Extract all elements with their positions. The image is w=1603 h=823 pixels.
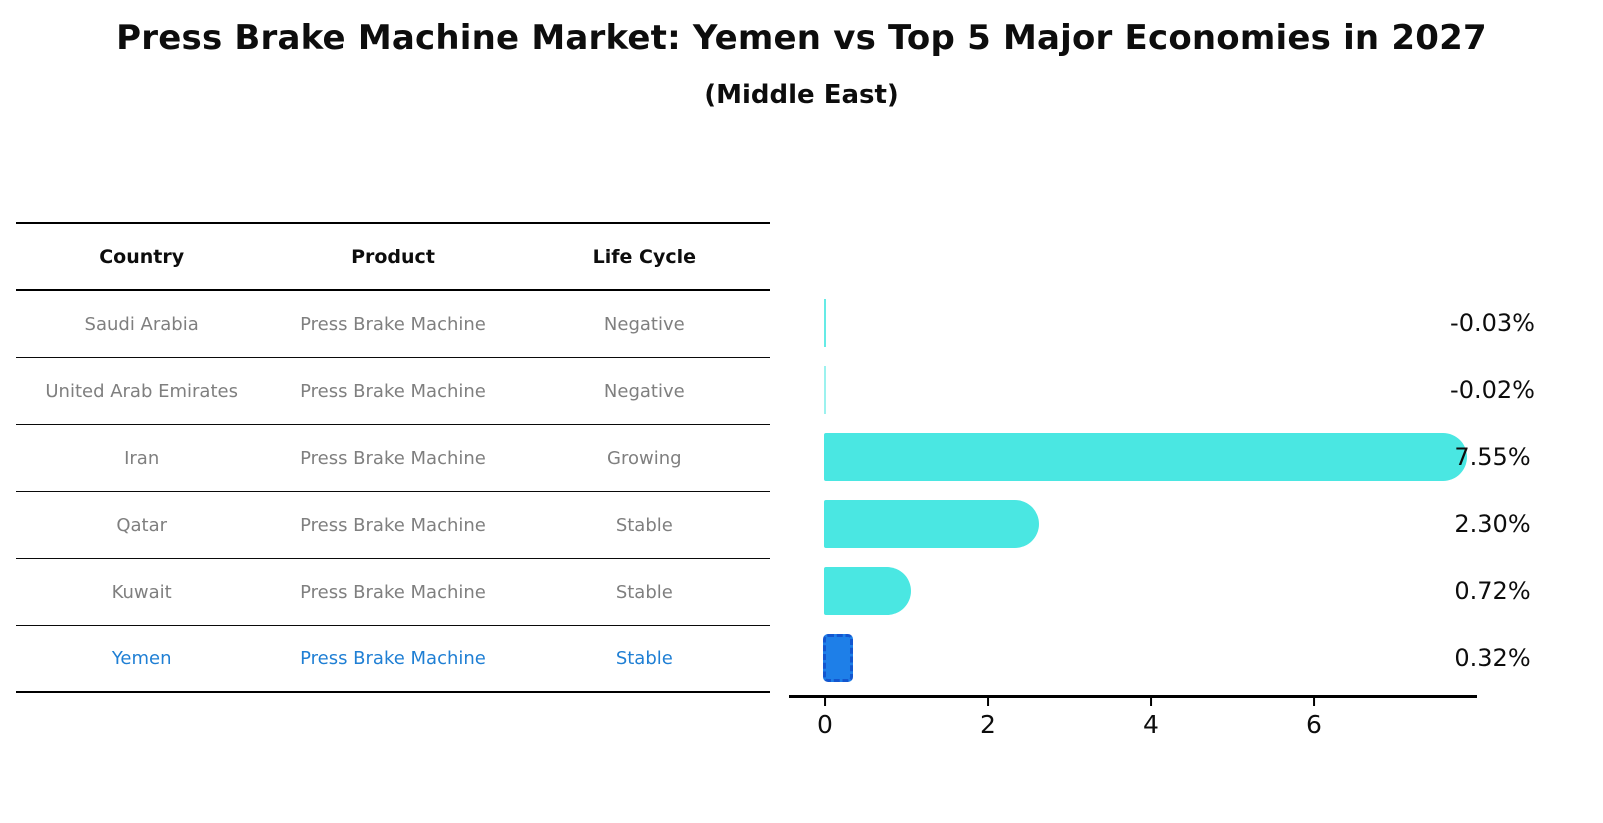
chart-title: Press Brake Machine Market: Yemen vs Top… [116, 18, 1487, 58]
cell-product: Press Brake Machine [300, 581, 486, 603]
value-label-yemen: 0.32% [1454, 643, 1531, 672]
cell-life-cycle: Negative [603, 313, 685, 335]
table-row-qatar: Qatar Press Brake Machine Stable [16, 492, 770, 559]
bar-row [824, 557, 1504, 624]
cell-country: Saudi Arabia [84, 313, 199, 335]
cell-life-cycle: Negative [603, 380, 685, 402]
x-tick-4: 4 [1143, 698, 1159, 739]
bar-yemen [823, 633, 854, 682]
value-label-kuwait: 0.72% [1454, 576, 1531, 605]
table-row-iran: Iran Press Brake Machine Growing [16, 425, 770, 492]
cell-life-cycle: Stable [615, 648, 673, 669]
tick-mark [986, 698, 990, 706]
bar-row [824, 289, 1504, 356]
bar-chart-plot [823, 289, 1504, 691]
x-tick-6: 6 [1306, 698, 1322, 739]
value-labels: -0.03% -0.02% 7.55% 2.30% 0.72% 0.32% [1440, 289, 1545, 691]
value-label-iran: 7.55% [1454, 442, 1531, 471]
bar-saudi-arabia [824, 298, 827, 347]
cell-country: United Arab Emirates [45, 380, 238, 402]
bar-kuwait [824, 566, 911, 615]
cell-life-cycle: Stable [615, 581, 673, 603]
bar-row [824, 356, 1504, 423]
column-header-country: Country [99, 245, 185, 268]
tick-label: 2 [980, 710, 996, 739]
bar-qatar [824, 499, 1040, 548]
cell-product: Press Brake Machine [300, 514, 486, 536]
country-table: Country Product Life Cycle Saudi Arabia … [16, 222, 770, 693]
chart-subtitle: (Middle East) [704, 80, 899, 110]
cell-country: Yemen [111, 648, 172, 669]
tick-label: 6 [1306, 710, 1322, 739]
cell-product: Press Brake Machine [300, 447, 486, 469]
tick-mark [823, 698, 827, 706]
cell-life-cycle: Growing [607, 447, 682, 469]
table-header-row: Country Product Life Cycle [16, 224, 770, 291]
table-row-united-arab-emirates: United Arab Emirates Press Brake Machine… [16, 358, 770, 425]
table-row-saudi-arabia: Saudi Arabia Press Brake Machine Negativ… [16, 291, 770, 358]
tick-mark [1312, 698, 1316, 706]
cell-country: Kuwait [111, 581, 172, 603]
tick-label: 0 [817, 710, 833, 739]
bar-row [824, 490, 1504, 557]
bar-united-arab-emirates [824, 365, 826, 414]
table-row-kuwait: Kuwait Press Brake Machine Stable [16, 559, 770, 626]
cell-product: Press Brake Machine [300, 313, 486, 335]
bar-row [824, 423, 1504, 490]
table-row-yemen: Yemen Press Brake Machine Stable [16, 626, 770, 693]
x-axis: 0 2 4 6 [789, 695, 1477, 739]
x-tick-2: 2 [980, 698, 996, 739]
value-label-united-arab-emirates: -0.02% [1450, 375, 1535, 404]
cell-product: Press Brake Machine [300, 380, 486, 402]
x-tick-0: 0 [817, 698, 833, 739]
tick-label: 4 [1143, 710, 1159, 739]
value-label-saudi-arabia: -0.03% [1450, 308, 1535, 337]
cell-life-cycle: Stable [615, 514, 673, 536]
cell-product: Press Brake Machine [300, 648, 486, 669]
x-axis-line [789, 695, 1477, 698]
column-header-product: Product [351, 245, 435, 268]
bar-row [823, 624, 1504, 691]
bar-iran [824, 432, 1468, 481]
cell-country: Iran [124, 447, 160, 469]
column-header-life-cycle: Life Cycle [592, 245, 697, 268]
value-label-qatar: 2.30% [1454, 509, 1531, 538]
tick-mark [1149, 698, 1153, 706]
cell-country: Qatar [116, 514, 167, 536]
